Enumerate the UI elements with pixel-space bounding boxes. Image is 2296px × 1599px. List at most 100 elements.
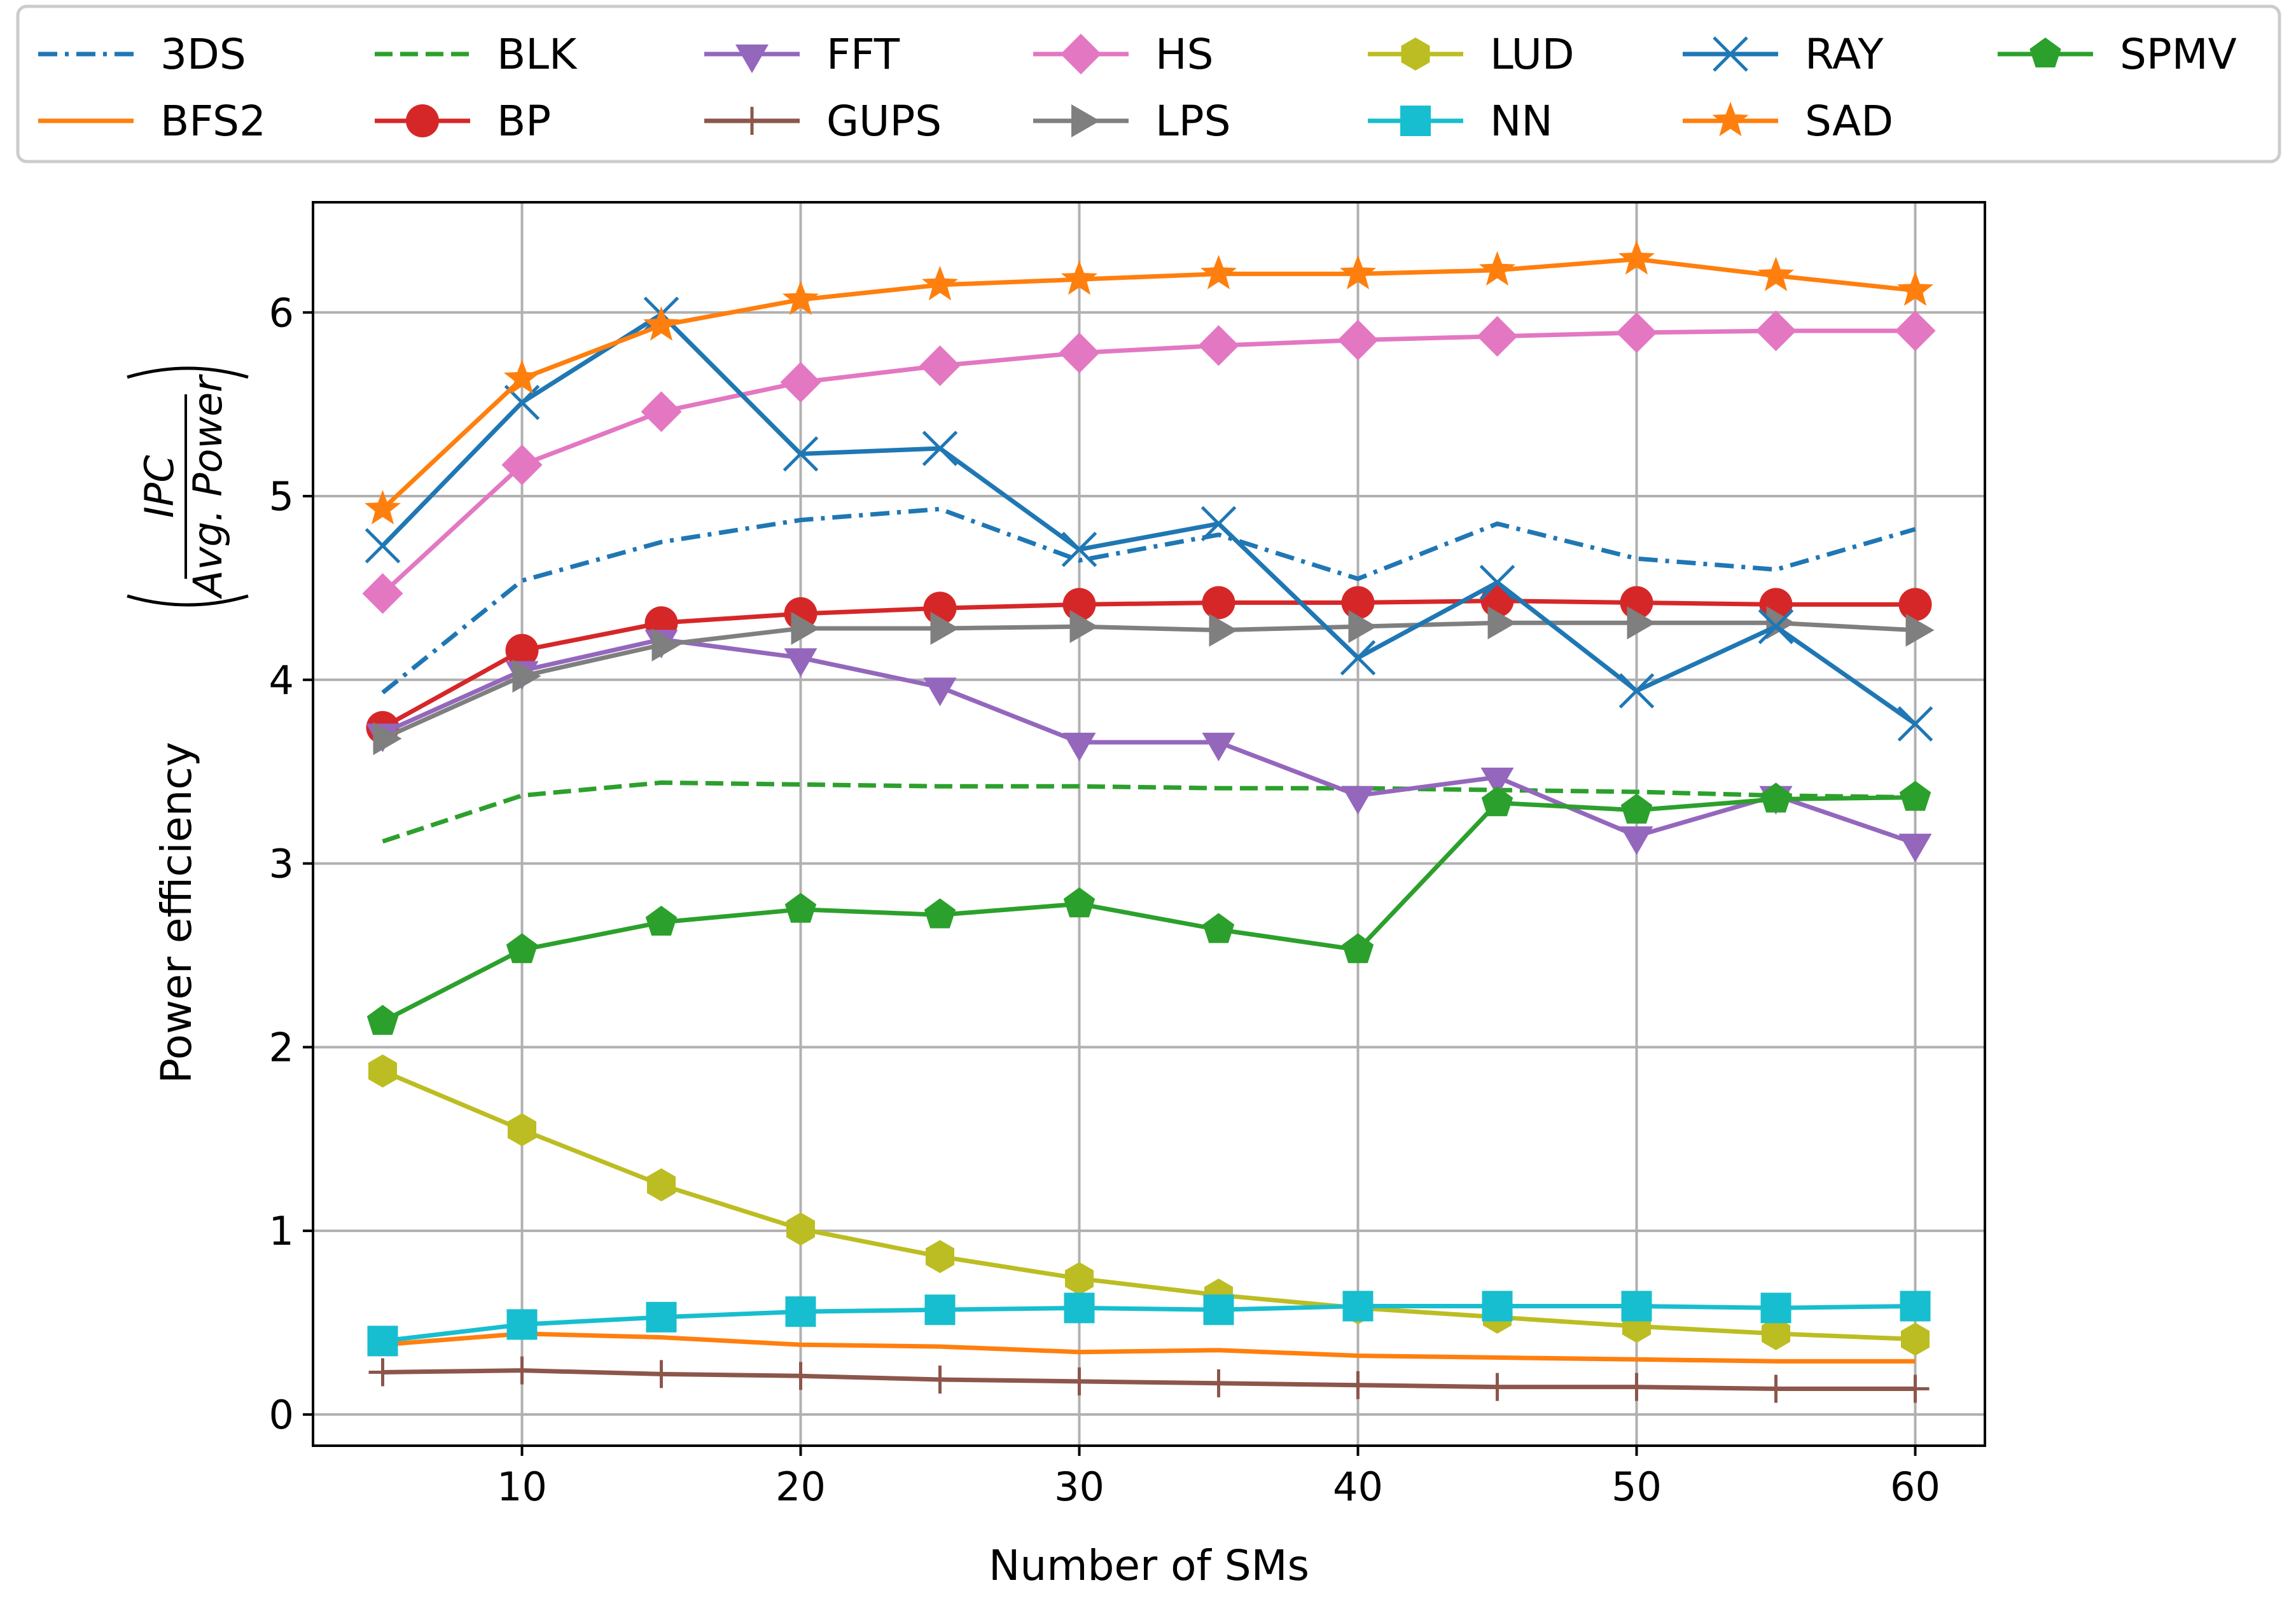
data-point-spmv bbox=[1899, 780, 1931, 811]
legend-item-sad: SAD bbox=[1683, 97, 1893, 146]
y-tick-label: 5 bbox=[269, 473, 294, 520]
series-ray bbox=[365, 296, 1933, 742]
data-point-spmv bbox=[506, 933, 538, 964]
x-tick-label: 60 bbox=[1890, 1464, 1940, 1510]
x-tick-label: 50 bbox=[1611, 1464, 1662, 1510]
data-point-nn bbox=[1203, 1294, 1234, 1326]
data-point-gups bbox=[368, 1358, 397, 1387]
data-point-fft bbox=[1480, 767, 1514, 796]
data-point-ray bbox=[922, 431, 958, 466]
series-line-bfs2 bbox=[382, 1331, 1916, 1364]
legend-label-nn: NN bbox=[1490, 97, 1553, 146]
series-line-blk bbox=[382, 780, 1916, 844]
data-point-lps bbox=[1905, 613, 1935, 647]
data-point-lps bbox=[1627, 606, 1656, 640]
series-line-lps bbox=[382, 620, 1916, 741]
series-line-fft bbox=[382, 637, 1916, 846]
data-point-fft bbox=[1898, 833, 1932, 862]
data-point-ray bbox=[1200, 506, 1237, 542]
data-point-hs bbox=[1198, 325, 1239, 366]
data-point-gups bbox=[926, 1366, 954, 1394]
data-point-ray bbox=[783, 436, 819, 472]
data-point-bp bbox=[1202, 586, 1235, 620]
data-point-spmv bbox=[784, 892, 817, 923]
legend-marker-gups bbox=[738, 107, 766, 135]
data-point-spmv bbox=[366, 1004, 399, 1035]
data-point-gups bbox=[508, 1356, 536, 1385]
legend-frame bbox=[16, 4, 2281, 163]
series-gups bbox=[368, 1356, 1930, 1403]
data-point-nn bbox=[1064, 1292, 1095, 1324]
series-spmv bbox=[366, 780, 1931, 1035]
data-point-gups bbox=[1622, 1373, 1651, 1401]
legend-item-spmv: SPMV bbox=[1998, 30, 2237, 79]
legend: 3DS BFS2 BLK BP FFT GUPS HS LPS LUD NN RAY SAD SPMV bbox=[16, 4, 2281, 163]
y-tick-label: 3 bbox=[269, 841, 294, 887]
legend-label-bp: BP bbox=[497, 97, 551, 146]
data-point-spmv bbox=[1063, 887, 1096, 918]
data-point-nn bbox=[1482, 1291, 1513, 1322]
data-point-sad bbox=[1479, 251, 1515, 286]
data-point-lps bbox=[651, 628, 681, 661]
legend-marker-sad bbox=[1712, 102, 1749, 137]
y-axis-label-denominator: Avg. Power bbox=[184, 374, 231, 600]
legend-marker-fft bbox=[735, 45, 769, 73]
data-point-ray bbox=[1618, 673, 1655, 709]
legend-label-blk: BLK bbox=[497, 30, 578, 79]
data-point-spmv bbox=[924, 898, 956, 929]
data-point-gups bbox=[1204, 1369, 1233, 1397]
plot-area: 10 20 30 40 50 60 0 1 2 3 4 5 6 bbox=[269, 201, 1986, 1510]
y-tick-label: 1 bbox=[269, 1208, 294, 1254]
data-point-spmv bbox=[1481, 786, 1513, 817]
x-tick-label: 40 bbox=[1333, 1464, 1383, 1510]
data-point-hs bbox=[919, 345, 961, 386]
data-point-ray bbox=[365, 528, 401, 564]
data-point-ray bbox=[1897, 706, 1933, 742]
data-point-nn bbox=[924, 1294, 956, 1326]
legend-label-hs: HS bbox=[1155, 30, 1214, 79]
legend-item-nn: NN bbox=[1368, 97, 1553, 146]
data-point-sad bbox=[504, 359, 540, 394]
data-point-sad bbox=[643, 306, 679, 341]
series-line-bp bbox=[381, 599, 1916, 730]
y-tick-label: 6 bbox=[269, 289, 294, 336]
data-point-lps bbox=[791, 612, 820, 645]
legend-item-lud: LUD bbox=[1368, 30, 1575, 79]
data-point-hs bbox=[1895, 310, 1936, 352]
data-point-nn bbox=[367, 1326, 398, 1357]
data-point-nn bbox=[646, 1301, 677, 1332]
data-point-sad bbox=[365, 490, 401, 525]
series-hs bbox=[362, 310, 1936, 614]
series-line-hs bbox=[381, 328, 1916, 595]
legend-label-ray: RAY bbox=[1805, 30, 1884, 79]
legend-item-lps: LPS bbox=[1033, 97, 1230, 146]
data-point-gups bbox=[647, 1360, 676, 1388]
data-point-spmv bbox=[1342, 933, 1374, 964]
data-point-gups bbox=[1901, 1374, 1930, 1403]
y-tick-label: 4 bbox=[269, 657, 294, 703]
x-tick-label: 20 bbox=[776, 1464, 826, 1510]
series-lps bbox=[373, 606, 1935, 756]
data-point-lud bbox=[786, 1212, 815, 1246]
data-point-lps bbox=[1487, 606, 1517, 640]
data-point-hs bbox=[1059, 332, 1100, 373]
data-point-nn bbox=[1342, 1291, 1374, 1322]
data-point-lud bbox=[368, 1054, 397, 1088]
legend-item-blk: BLK bbox=[375, 30, 578, 79]
legend-label-lud: LUD bbox=[1490, 30, 1575, 79]
data-point-fft bbox=[1202, 733, 1235, 761]
data-point-spmv bbox=[645, 906, 678, 936]
legend-item-fft: FFT bbox=[704, 30, 900, 79]
y-axis-label-numerator: IPC bbox=[136, 455, 183, 518]
y-axis-paren-right bbox=[127, 366, 249, 379]
data-point-sad bbox=[1897, 271, 1933, 306]
y-tick-label: 0 bbox=[269, 1392, 294, 1438]
data-point-lud bbox=[647, 1168, 676, 1201]
data-point-gups bbox=[1344, 1371, 1372, 1399]
legend-label-spmv: SPMV bbox=[2120, 30, 2237, 79]
data-point-hs bbox=[1755, 310, 1797, 352]
data-point-gups bbox=[1762, 1374, 1790, 1403]
data-point-nn bbox=[785, 1296, 816, 1327]
data-point-ray bbox=[1479, 564, 1515, 600]
